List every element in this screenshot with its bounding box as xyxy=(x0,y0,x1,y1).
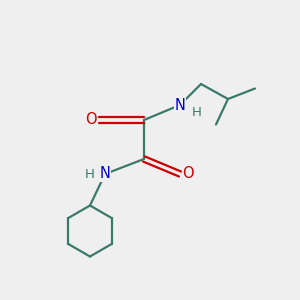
Text: H: H xyxy=(85,167,94,181)
Text: O: O xyxy=(85,112,96,128)
Text: O: O xyxy=(183,167,194,182)
Text: N: N xyxy=(175,98,185,112)
Text: N: N xyxy=(100,167,110,182)
Text: H: H xyxy=(192,106,201,119)
